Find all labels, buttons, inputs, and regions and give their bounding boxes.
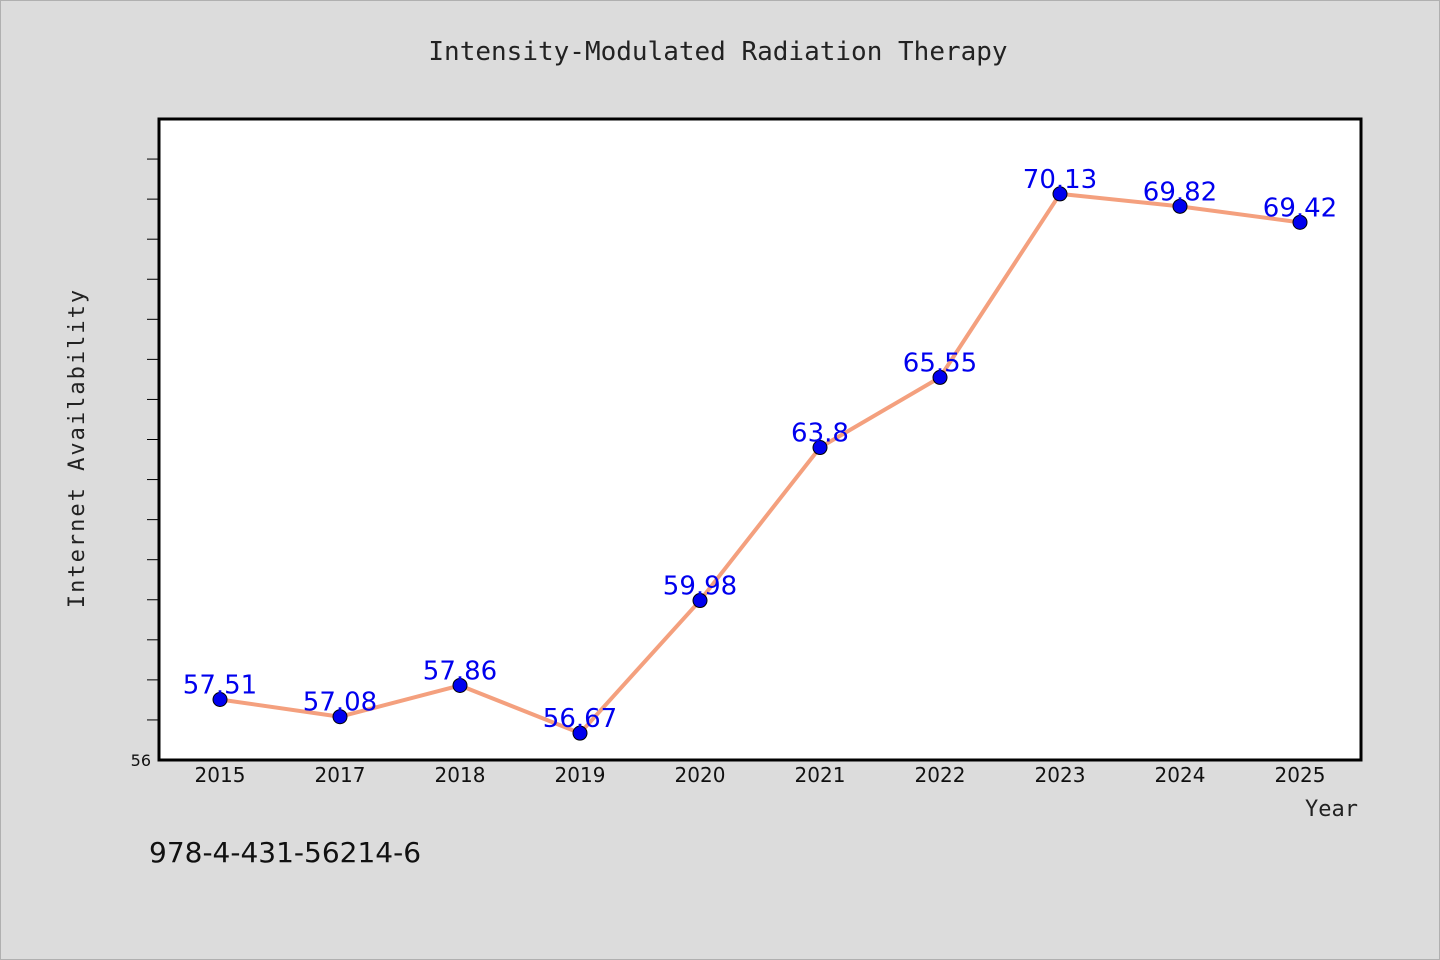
data-label: 63.8	[791, 419, 849, 449]
series-line-group	[218, 191, 1302, 736]
x-tick-label: 2023	[1035, 763, 1086, 787]
data-label: 69.82	[1143, 177, 1217, 207]
series-line	[218, 191, 1302, 736]
x-tick-label: 2024	[1155, 763, 1206, 787]
isbn-footer: 978-4-431-56214-6	[149, 836, 421, 869]
x-tick-label: 2019	[555, 763, 606, 787]
data-label: 57.08	[303, 688, 377, 718]
data-point	[932, 369, 948, 385]
x-tick-label: 2017	[315, 763, 366, 787]
x-tick-label: 2025	[1275, 763, 1326, 787]
data-point	[1052, 186, 1068, 202]
data-label: 59.98	[663, 572, 737, 602]
data-point	[572, 725, 588, 741]
x-axis-tick-labels: 2015 2017 2018 2019 2020 2021 2022 2023 2024 2025	[195, 763, 1326, 787]
y-tick-label-min: 56	[131, 751, 151, 770]
data-point	[332, 709, 348, 725]
x-tick-label: 2021	[795, 763, 846, 787]
y-axis-ticks	[147, 158, 159, 721]
x-tick-label: 2018	[435, 763, 486, 787]
data-label: 56.67	[543, 704, 617, 734]
data-label: 57.86	[423, 656, 497, 686]
data-point	[1292, 214, 1308, 230]
data-label: 57.51	[183, 671, 257, 701]
data-label: 70.13	[1023, 165, 1097, 195]
chart-title: Intensity-Modulated Radiation Therapy	[428, 37, 1007, 67]
data-label: 65.55	[903, 348, 977, 378]
x-tick-label: 2022	[915, 763, 966, 787]
plot-area	[157, 117, 1363, 762]
data-point	[212, 692, 228, 708]
x-tick-label: 2020	[675, 763, 726, 787]
x-tick-label: 2015	[195, 763, 246, 787]
data-markers	[212, 186, 1308, 741]
data-label: 69.42	[1263, 193, 1337, 223]
data-point	[452, 677, 468, 693]
y-axis-label: Internet Availability	[65, 288, 90, 608]
x-axis-label: Year	[1305, 797, 1358, 822]
data-point	[692, 593, 708, 609]
data-point	[1172, 198, 1188, 214]
data-labels: 57.51 57.08 57.86 56.67 59.98 63.8 65.55 70.13 6…	[183, 165, 1337, 734]
data-point	[812, 440, 828, 456]
